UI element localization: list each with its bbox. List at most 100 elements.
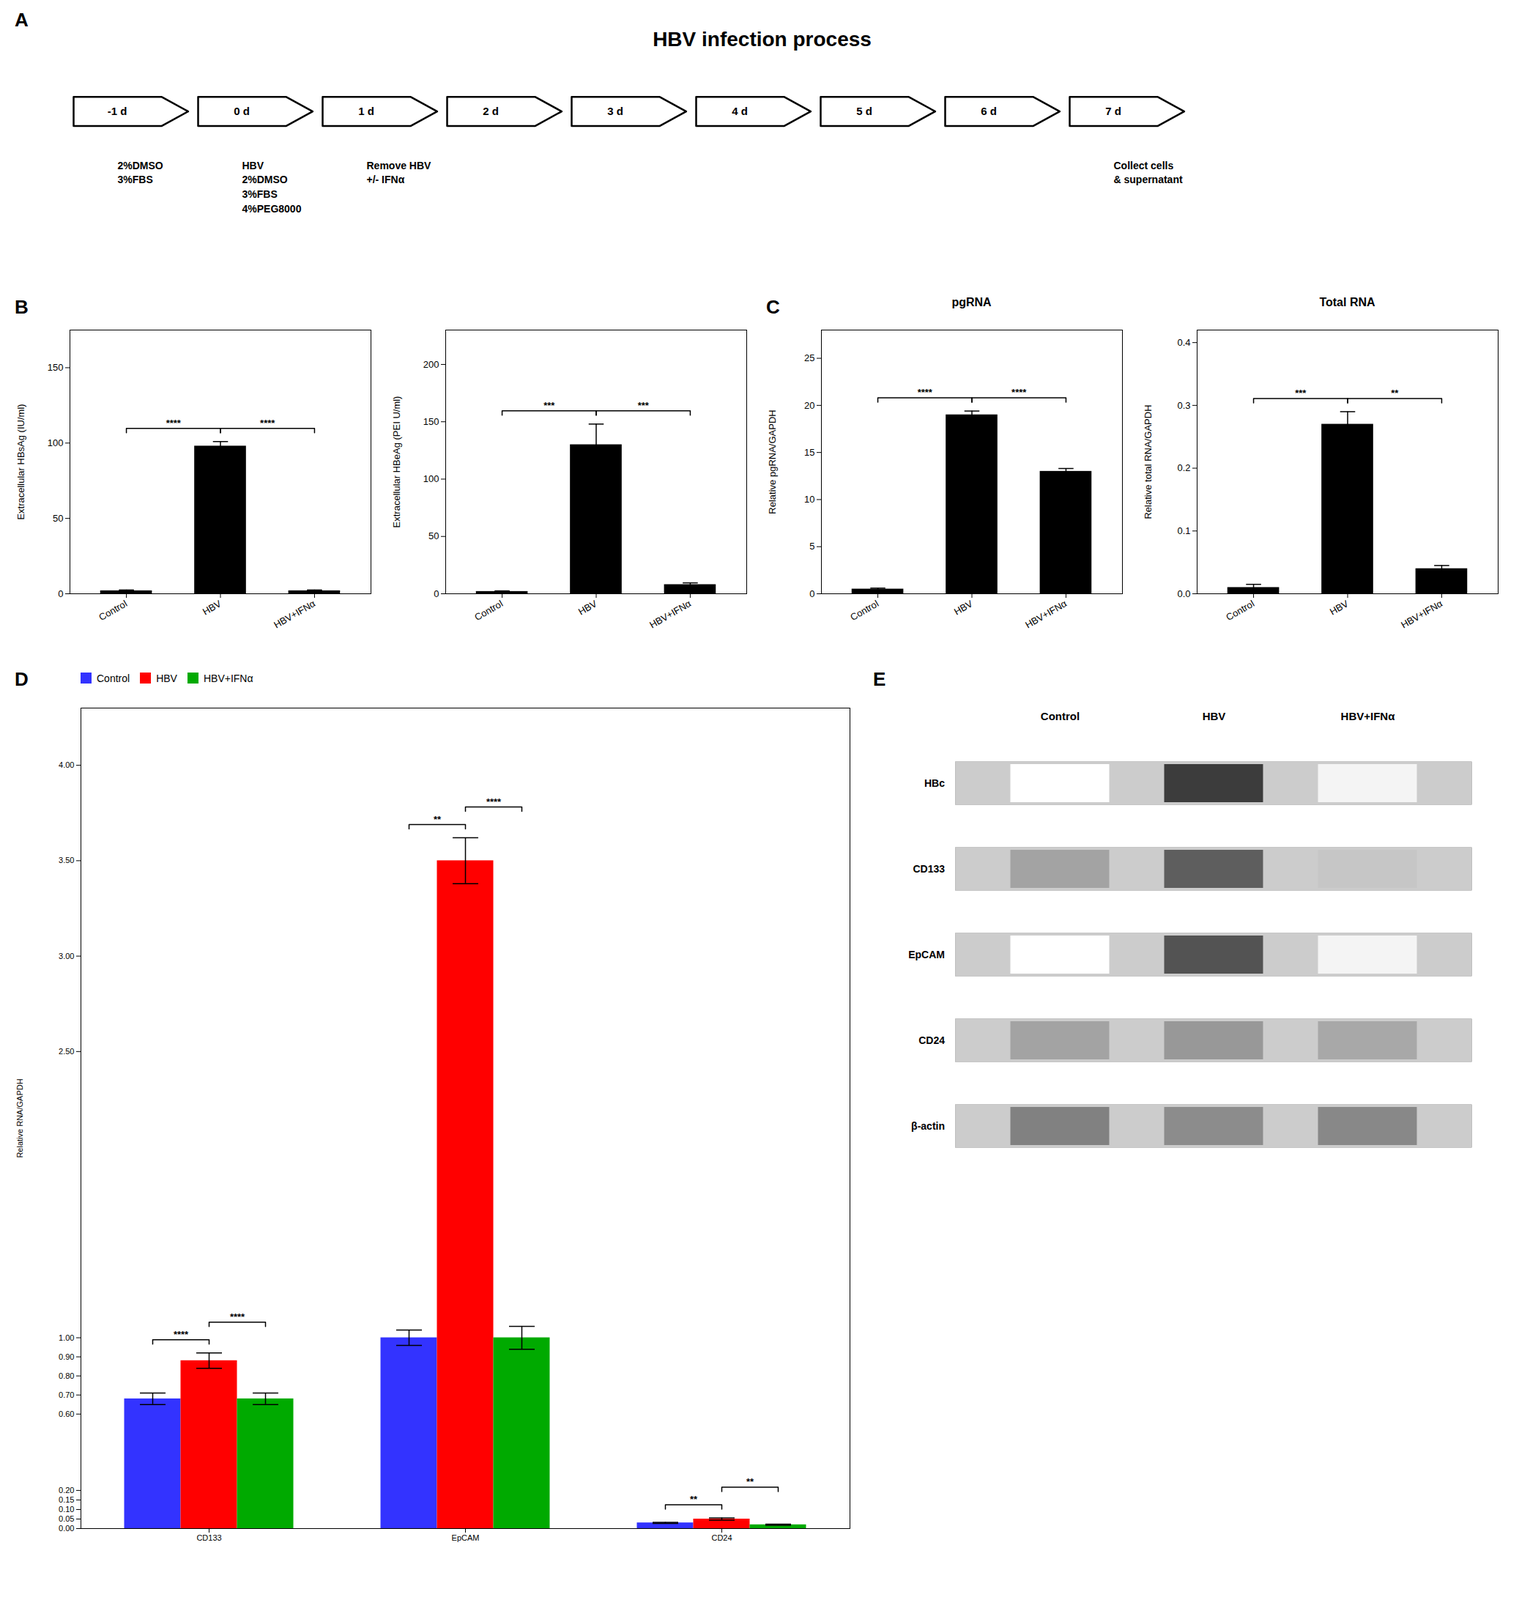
svg-text:Extracellular HBeAg (PEI U/ml): Extracellular HBeAg (PEI U/ml)	[391, 396, 403, 529]
svg-text:**: **	[746, 1475, 755, 1487]
svg-text:Extracellular HBsAg (IU/ml): Extracellular HBsAg (IU/ml)	[15, 403, 27, 520]
svg-text:**: **	[1390, 387, 1399, 399]
svg-text:0.05: 0.05	[58, 1513, 74, 1523]
svg-text:3 d: 3 d	[607, 104, 624, 118]
svg-text:Control: Control	[848, 597, 881, 623]
svg-text:0.2: 0.2	[1176, 462, 1191, 474]
svg-text:HBV+IFNα: HBV+IFNα	[271, 597, 318, 631]
svg-text:5 d: 5 d	[856, 104, 873, 118]
svg-text:HBc: HBc	[924, 777, 945, 789]
svg-text:0.90: 0.90	[58, 1352, 74, 1361]
svg-text:****: ****	[166, 417, 182, 429]
svg-text:HBV+IFNα: HBV+IFNα	[647, 597, 693, 631]
svg-text:HBV+IFNα: HBV+IFNα	[1341, 709, 1396, 723]
svg-text:0.60: 0.60	[58, 1409, 74, 1418]
svg-text:Control: Control	[1223, 597, 1257, 623]
html-text:HBV+IFNα: HBV+IFNα	[203, 671, 254, 684]
svg-text:0.70: 0.70	[58, 1390, 74, 1399]
svg-text:50: 50	[428, 530, 439, 542]
svg-text:****: ****	[486, 796, 502, 808]
svg-text:****: ****	[229, 1311, 246, 1322]
svg-text:0 d: 0 d	[233, 104, 250, 118]
svg-text:0.4: 0.4	[1176, 336, 1191, 348]
svg-text:200: 200	[423, 358, 440, 370]
svg-text:Control: Control	[1040, 709, 1080, 723]
svg-text:5: 5	[809, 540, 815, 552]
svg-text:0.3: 0.3	[1176, 399, 1191, 411]
svg-text:3.00: 3.00	[58, 951, 74, 961]
svg-text:4 d: 4 d	[731, 104, 748, 118]
svg-text:EpCAM: EpCAM	[451, 1532, 480, 1542]
svg-text:***: ***	[637, 399, 650, 411]
html-text:pgRNA: pgRNA	[951, 295, 992, 309]
svg-text:CD133: CD133	[912, 862, 945, 875]
svg-text:50: 50	[52, 512, 63, 524]
svg-text:0.1: 0.1	[1176, 525, 1191, 537]
html-text:B: B	[14, 295, 29, 318]
svg-text:HBV infection process: HBV infection process	[652, 27, 872, 51]
svg-text:0.10: 0.10	[58, 1504, 74, 1514]
svg-text:Relative RNA/GAPDH: Relative RNA/GAPDH	[15, 1078, 25, 1158]
svg-text:HBV2%DMSO3%FBS4%PEG8000: HBV2%DMSO3%FBS4%PEG8000	[242, 159, 302, 215]
svg-text:Control: Control	[96, 597, 129, 623]
svg-text:150: 150	[423, 416, 440, 427]
svg-text:25: 25	[804, 352, 815, 364]
svg-text:100: 100	[423, 473, 440, 485]
html-text:D: D	[14, 667, 29, 690]
svg-text:Collect cells& supernatant: Collect cells& supernatant	[1113, 159, 1183, 187]
svg-text:HBV: HBV	[952, 597, 975, 618]
html-text:A: A	[14, 8, 29, 31]
html-text:HBV: HBV	[156, 671, 178, 684]
svg-text:15: 15	[804, 446, 815, 458]
svg-text:***: ***	[1294, 387, 1307, 399]
svg-text:Relative pgRNA/GAPDH: Relative pgRNA/GAPDH	[766, 409, 778, 514]
svg-text:β-actin: β-actin	[911, 1119, 945, 1132]
svg-text:1.00: 1.00	[58, 1332, 74, 1342]
svg-text:Remove HBV+/- IFNα: Remove HBV+/- IFNα	[366, 159, 433, 187]
svg-text:7 d: 7 d	[1105, 104, 1122, 118]
svg-text:EpCAM: EpCAM	[908, 948, 945, 961]
svg-text:0.20: 0.20	[58, 1485, 74, 1495]
svg-text:2%DMSO3%FBS: 2%DMSO3%FBS	[117, 159, 164, 187]
svg-text:2.50: 2.50	[58, 1046, 74, 1056]
svg-text:***: ***	[543, 399, 556, 411]
svg-text:HBV+IFNα: HBV+IFNα	[1023, 597, 1069, 631]
svg-text:**: **	[433, 813, 442, 825]
svg-text:100: 100	[47, 437, 64, 449]
svg-text:HBV: HBV	[200, 597, 224, 618]
svg-text:0: 0	[809, 588, 815, 600]
svg-text:2 d: 2 d	[482, 104, 499, 118]
svg-text:6 d: 6 d	[980, 104, 997, 118]
svg-text:20: 20	[804, 399, 815, 411]
svg-text:0.15: 0.15	[58, 1494, 74, 1504]
svg-text:CD24: CD24	[711, 1532, 732, 1542]
svg-text:3.50: 3.50	[58, 855, 74, 865]
svg-text:4.00: 4.00	[58, 760, 74, 770]
svg-text:CD133: CD133	[196, 1532, 222, 1542]
svg-text:Control: Control	[472, 597, 505, 623]
html-text:Total RNA: Total RNA	[1319, 295, 1376, 309]
svg-text:HBV+IFNα: HBV+IFNα	[1398, 597, 1445, 631]
svg-text:****: ****	[917, 386, 934, 398]
svg-text:-1 d: -1 d	[107, 104, 128, 118]
svg-text:Relative total RNA/GAPDH: Relative total RNA/GAPDH	[1142, 404, 1154, 519]
svg-text:1 d: 1 d	[358, 104, 375, 118]
svg-text:150: 150	[47, 361, 64, 373]
html-text:C: C	[766, 295, 780, 318]
svg-text:10: 10	[804, 493, 815, 505]
svg-text:****: ****	[173, 1328, 189, 1340]
svg-text:**: **	[689, 1493, 698, 1505]
svg-text:0: 0	[57, 588, 63, 600]
svg-text:CD24: CD24	[918, 1034, 945, 1046]
svg-text:HBV: HBV	[1202, 709, 1227, 723]
svg-text:0.0: 0.0	[1176, 588, 1191, 600]
html-text:Control: Control	[96, 671, 130, 684]
svg-text:****: ****	[1011, 386, 1027, 398]
svg-text:0.00: 0.00	[58, 1523, 74, 1533]
svg-text:HBV: HBV	[576, 597, 600, 618]
svg-text:****: ****	[260, 417, 276, 429]
html-text:E: E	[873, 667, 886, 690]
svg-text:0: 0	[433, 588, 439, 600]
svg-text:HBV: HBV	[1327, 597, 1351, 618]
svg-text:0.80: 0.80	[58, 1371, 74, 1380]
